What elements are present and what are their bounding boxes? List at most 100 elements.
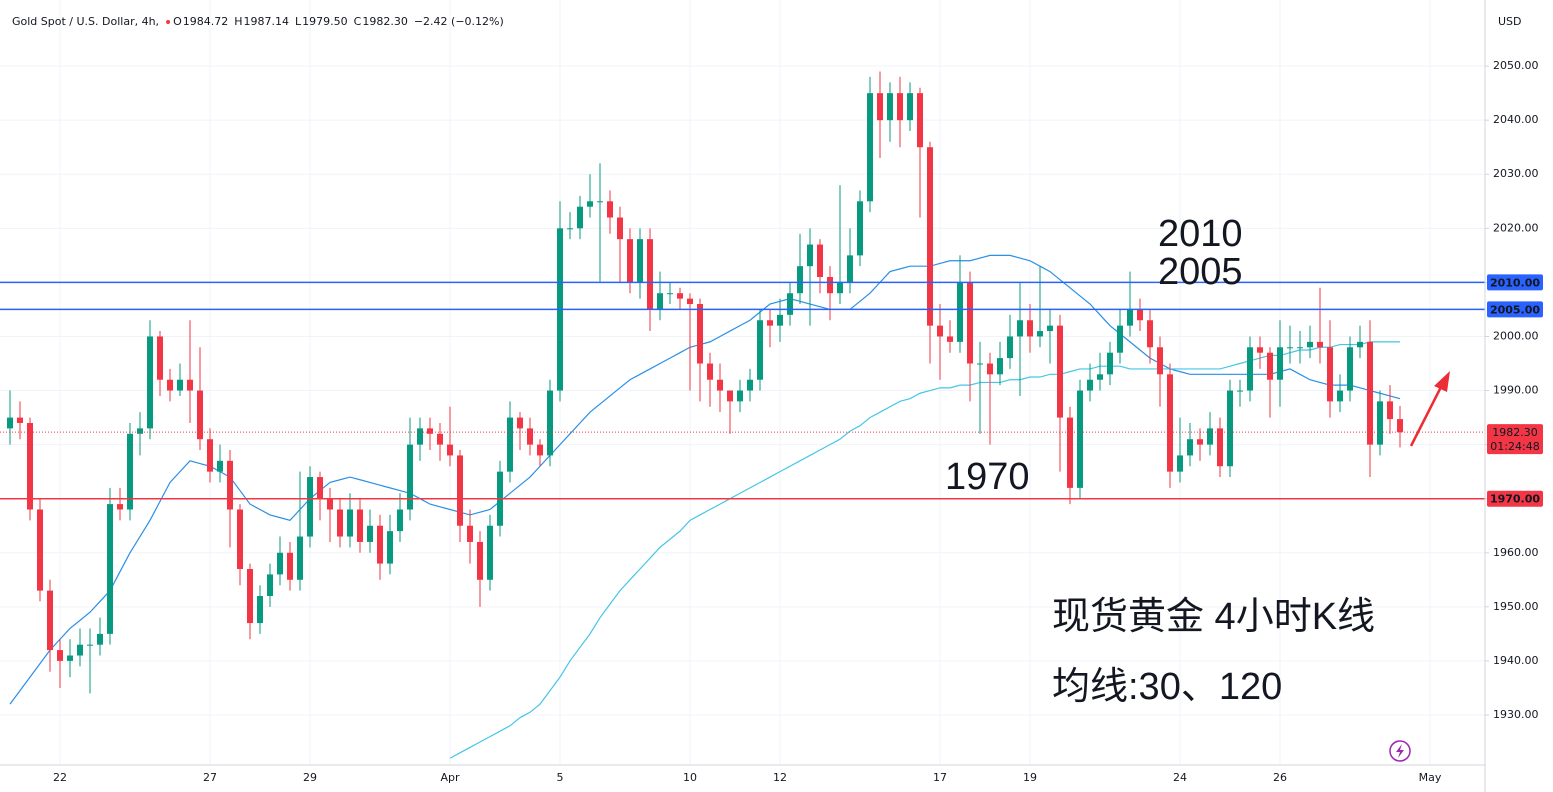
candle-body xyxy=(997,358,1003,375)
candle-body xyxy=(327,498,333,510)
x-tick-label: 24 xyxy=(1173,771,1187,784)
candle-body xyxy=(937,325,943,337)
candle-body xyxy=(1247,347,1253,391)
candle-body xyxy=(537,444,543,456)
y-tick-label: 1950.00 xyxy=(1493,600,1539,613)
currency: USD xyxy=(1498,15,1522,28)
candle-body xyxy=(117,504,123,510)
price-tag xyxy=(1487,274,1543,291)
candle-body xyxy=(1047,325,1053,332)
candle-body xyxy=(237,509,243,569)
candle-body xyxy=(37,509,43,591)
candle-body xyxy=(947,336,953,342)
status-dot xyxy=(166,20,171,24)
candle-body xyxy=(377,525,383,564)
candle-body xyxy=(1327,347,1333,402)
x-tick-label: May xyxy=(1419,771,1442,784)
candle-body xyxy=(617,217,623,240)
candle-body xyxy=(657,293,663,310)
candle-body xyxy=(1017,320,1023,337)
arrow-head xyxy=(1434,371,1450,392)
candle-body xyxy=(907,93,913,121)
candle-body xyxy=(1137,309,1143,321)
candle-body xyxy=(547,390,553,456)
y-tick-label: 2030.00 xyxy=(1493,167,1539,180)
candle-body xyxy=(1027,320,1033,337)
candle-body xyxy=(597,201,603,203)
candle-body xyxy=(257,596,263,624)
candle-body xyxy=(1277,347,1283,380)
ohlc-value: 1984.72 xyxy=(183,15,229,28)
candle-body xyxy=(787,293,793,315)
candle-body xyxy=(797,266,803,294)
candle-body xyxy=(297,536,303,580)
candle-body xyxy=(757,320,763,380)
candle-body xyxy=(277,552,283,575)
candle-body xyxy=(267,574,273,597)
candle-body xyxy=(777,314,783,326)
candle-body xyxy=(987,363,993,375)
candle-body xyxy=(107,504,113,634)
price-tag xyxy=(1487,301,1543,318)
candle-body xyxy=(747,379,753,391)
candle-body xyxy=(1387,401,1393,420)
y-tick-label: 1940.00 xyxy=(1493,654,1539,667)
candle-body xyxy=(137,428,143,434)
candle-body xyxy=(817,244,823,277)
candle-body xyxy=(1297,347,1303,349)
candle-body xyxy=(977,363,983,365)
candle-body xyxy=(527,428,533,445)
candle-body xyxy=(1107,352,1113,375)
annotation: 1970 xyxy=(945,456,1030,498)
candle-body xyxy=(1217,428,1223,467)
candle-body xyxy=(157,336,163,380)
candle-body xyxy=(457,455,463,526)
lightning-icon[interactable] xyxy=(1389,740,1411,762)
candle-body xyxy=(17,417,23,423)
y-tick-label: 1990.00 xyxy=(1493,384,1539,397)
candle-body xyxy=(1007,336,1013,359)
candle-body xyxy=(1337,390,1343,402)
annotation: 2005 xyxy=(1158,251,1243,293)
candle-body xyxy=(827,276,833,294)
candle-body xyxy=(477,541,483,580)
candle-body xyxy=(1227,390,1233,467)
candle-body xyxy=(877,93,883,121)
y-tick-label: 1960.00 xyxy=(1493,546,1539,559)
x-tick-label: 10 xyxy=(683,771,697,784)
candle-body xyxy=(347,509,353,537)
ohlc-key: L xyxy=(295,15,302,28)
candle-body xyxy=(1067,417,1073,488)
candle-body xyxy=(517,417,523,429)
candle-body xyxy=(677,293,683,299)
candle-body xyxy=(957,282,963,342)
x-tick-label: 17 xyxy=(933,771,947,784)
ohlc-value: 1979.50 xyxy=(302,15,348,28)
annotation: 2010 xyxy=(1158,213,1243,255)
candle-body xyxy=(607,201,613,218)
icon-bolt xyxy=(1396,744,1404,758)
candle-body xyxy=(1207,428,1213,445)
candle-body xyxy=(647,239,653,310)
candle-body xyxy=(87,644,93,646)
y-tick-label: 2040.00 xyxy=(1493,113,1539,126)
candle-body xyxy=(447,444,453,456)
candle-body xyxy=(1237,390,1243,392)
change: −2.42 (−0.12%) xyxy=(414,15,504,28)
candle-body xyxy=(487,525,493,580)
candle-body xyxy=(197,390,203,440)
candle-body xyxy=(437,433,443,445)
x-tick-label: 26 xyxy=(1273,771,1287,784)
candle-body xyxy=(287,552,293,580)
candle-body xyxy=(1157,347,1163,375)
x-tick-label: 22 xyxy=(53,771,67,784)
candle-body xyxy=(247,568,253,624)
candle-body xyxy=(1187,439,1193,456)
candle-body xyxy=(7,417,13,429)
candle-body xyxy=(1397,419,1403,433)
candle-body xyxy=(217,460,223,472)
x-tick-label: 19 xyxy=(1023,771,1037,784)
candle-body xyxy=(727,390,733,402)
candle-body xyxy=(767,320,773,326)
